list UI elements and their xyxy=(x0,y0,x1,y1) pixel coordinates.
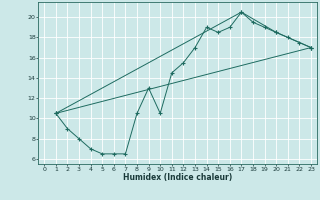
X-axis label: Humidex (Indice chaleur): Humidex (Indice chaleur) xyxy=(123,173,232,182)
